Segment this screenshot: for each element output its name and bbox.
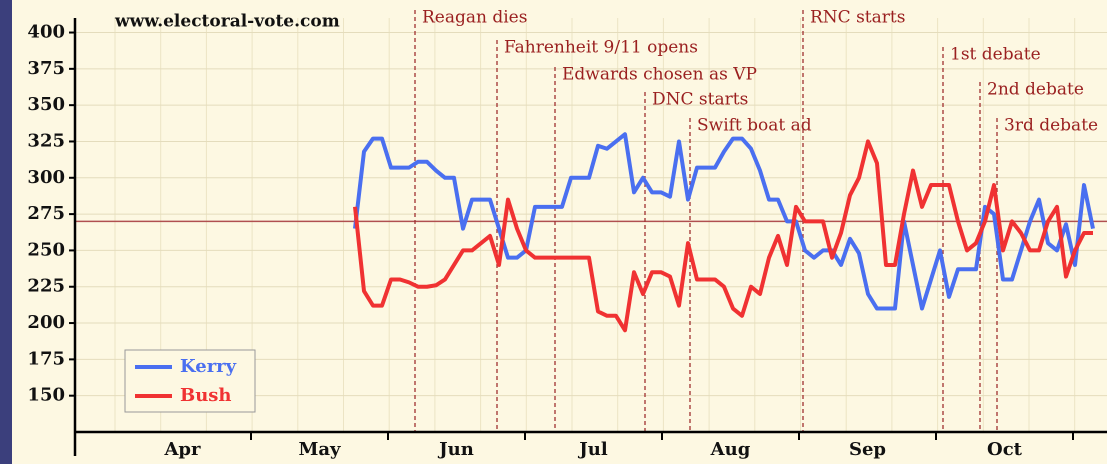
source: www.electoral-vote.com bbox=[114, 12, 340, 32]
side-strip bbox=[0, 0, 12, 464]
event-label: Reagan dies bbox=[422, 8, 527, 28]
y-tick-label: 175 bbox=[27, 348, 65, 369]
event-label: 2nd debate bbox=[987, 80, 1084, 100]
legend-box bbox=[124, 349, 256, 413]
legend-label: Bush bbox=[180, 385, 232, 406]
x-tick-label: Jul bbox=[577, 439, 608, 460]
legend-label: Kerry bbox=[180, 356, 237, 377]
y-tick-label: 350 bbox=[27, 94, 65, 115]
event-label: Swift boat ad bbox=[697, 116, 812, 136]
y-tick-label: 300 bbox=[27, 167, 65, 188]
event-label: Fahrenheit 9/11 opens bbox=[504, 38, 698, 58]
y-tick-label: 275 bbox=[27, 203, 65, 224]
event-label: Edwards chosen as VP bbox=[562, 65, 757, 85]
event-label: 1st debate bbox=[950, 45, 1041, 65]
x-tick-label: Apr bbox=[163, 439, 201, 460]
event-label: RNC starts bbox=[810, 8, 905, 28]
x-tick-label: May bbox=[298, 439, 341, 460]
series-line bbox=[353, 132, 1095, 311]
y-tick-label: 250 bbox=[27, 239, 65, 260]
x-tick-label: Aug bbox=[710, 439, 751, 460]
event-label: DNC starts bbox=[652, 90, 748, 110]
event-label: 3rd debate bbox=[1004, 116, 1098, 136]
x-tick-label: Jun bbox=[437, 439, 474, 460]
y-tick-label: 150 bbox=[27, 385, 65, 406]
x-tick-label: Sep bbox=[849, 439, 886, 460]
series-line bbox=[353, 139, 1093, 333]
y-tick-label: 400 bbox=[27, 22, 65, 43]
y-tick-label: 200 bbox=[27, 312, 65, 333]
y-tick-label: 375 bbox=[27, 58, 65, 79]
x-tick-label: Oct bbox=[987, 439, 1023, 460]
y-tick-label: 225 bbox=[27, 276, 65, 297]
y-tick-label: 325 bbox=[27, 130, 65, 151]
